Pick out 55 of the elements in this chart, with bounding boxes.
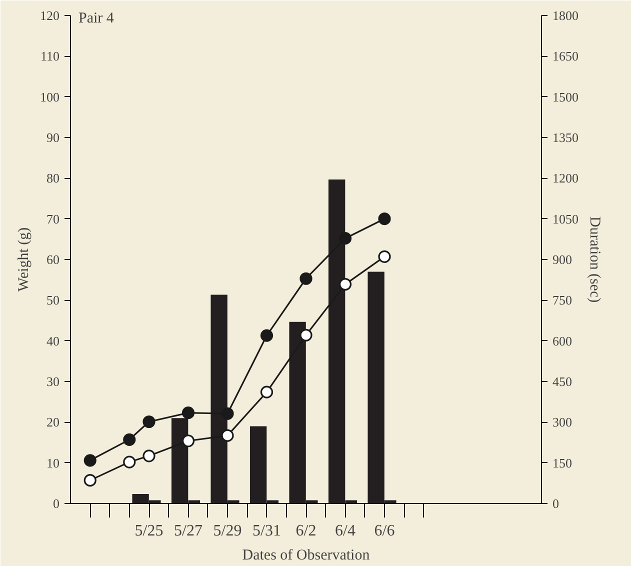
y-tick-label: 80 bbox=[46, 170, 60, 186]
y2-tick-label: 900 bbox=[552, 252, 572, 267]
point bbox=[84, 474, 96, 487]
y-tick-label: 30 bbox=[46, 374, 60, 389]
y-tick-label: 90 bbox=[46, 130, 60, 145]
y-tick-label: 40 bbox=[46, 333, 60, 348]
y2-tick-label: 300 bbox=[552, 414, 572, 430]
point bbox=[221, 407, 234, 420]
y2-tick-label: 1200 bbox=[552, 170, 578, 186]
point bbox=[221, 429, 234, 442]
point bbox=[260, 329, 274, 342]
y-tick-label: 120 bbox=[40, 8, 60, 23]
y-tick-label: 60 bbox=[46, 252, 60, 267]
x-tick-label: 6/4 bbox=[335, 522, 356, 540]
point bbox=[123, 433, 136, 446]
y2-tick-label: 0 bbox=[552, 496, 559, 511]
point bbox=[142, 450, 156, 462]
x-tick-label: 5/27 bbox=[174, 522, 202, 540]
point bbox=[84, 454, 96, 467]
y2-tick-label: 1800 bbox=[552, 8, 578, 23]
y2-tick-label: 450 bbox=[552, 374, 572, 389]
x-tick-label: 5/31 bbox=[252, 522, 281, 540]
y-tick-label: 0 bbox=[53, 496, 60, 511]
point bbox=[378, 212, 391, 226]
point bbox=[123, 456, 136, 468]
x-tick-label: 6/6 bbox=[374, 522, 395, 540]
y2-tick-label: 750 bbox=[552, 292, 572, 308]
x-tick-label: 5/29 bbox=[213, 522, 242, 540]
point bbox=[338, 278, 352, 291]
point bbox=[182, 434, 195, 448]
y-tick-label: 20 bbox=[46, 414, 60, 430]
y-tick-label: 10 bbox=[46, 455, 60, 470]
y-tick-label: 100 bbox=[40, 89, 60, 104]
x-tick-label: 6/2 bbox=[296, 522, 316, 540]
y2-tick-label: 1500 bbox=[552, 89, 578, 104]
point bbox=[338, 232, 352, 245]
y-tick-label: 70 bbox=[46, 211, 60, 226]
y2-tick-label: 1350 bbox=[552, 130, 578, 145]
y-tick-label: 50 bbox=[46, 292, 60, 308]
y-tick-label: 110 bbox=[40, 48, 60, 64]
y2-axis-title: Duration (sec) bbox=[586, 216, 602, 303]
chart-title: Pair 4 bbox=[78, 10, 114, 26]
point bbox=[182, 406, 195, 420]
point bbox=[378, 250, 391, 263]
x-axis-title: Dates of Observation bbox=[242, 548, 370, 564]
point bbox=[300, 272, 312, 285]
y2-tick-label: 600 bbox=[552, 333, 572, 348]
y-axis-title: Weight (g) bbox=[16, 227, 32, 292]
point bbox=[260, 386, 274, 398]
y2-tick-label: 1650 bbox=[552, 48, 578, 64]
y2-tick-label: 1050 bbox=[552, 211, 578, 226]
y2-tick-label: 150 bbox=[552, 455, 572, 470]
x-tick-label: 5/25 bbox=[134, 522, 164, 540]
point bbox=[142, 415, 156, 428]
point bbox=[300, 328, 312, 342]
